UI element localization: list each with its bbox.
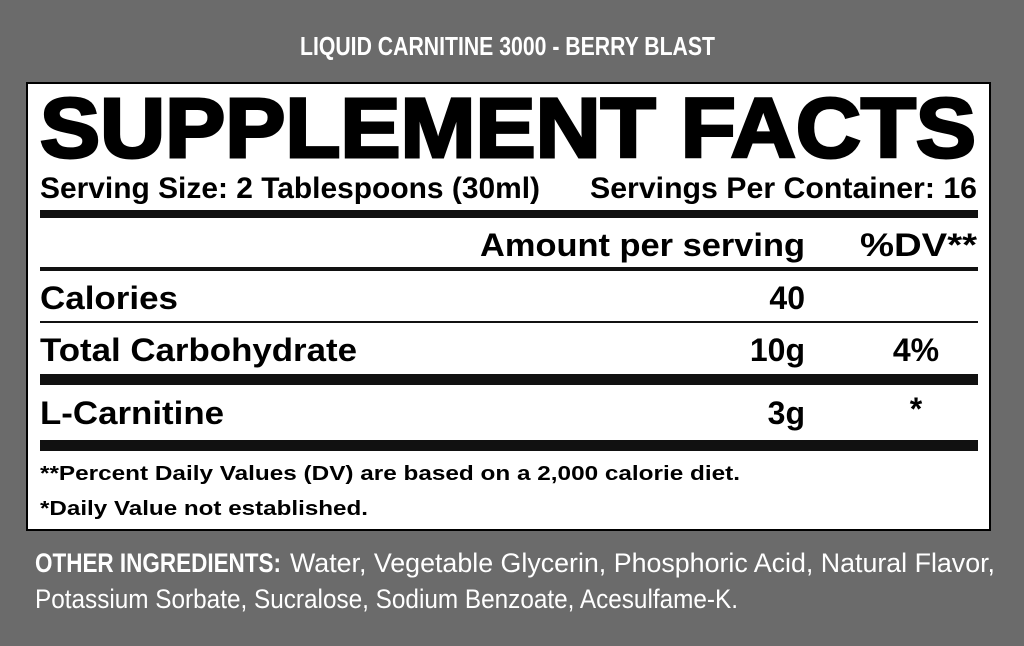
rule — [40, 210, 978, 218]
row-amount: 40 — [769, 280, 805, 316]
ingredients-label: OTHER INGREDIENTS: — [35, 548, 281, 578]
rule — [40, 267, 978, 271]
row-dv: 4% — [893, 332, 939, 368]
footnote: *Daily Value not established. — [40, 498, 368, 520]
dv-header: %DV** — [860, 227, 978, 263]
amount-header: Amount per serving — [480, 227, 805, 263]
row-name: Calories — [40, 280, 178, 316]
panel-heading: SUPPLEMENT FACTS — [40, 81, 976, 175]
row-amount: 3g — [768, 395, 805, 431]
row-amount: 10g — [750, 332, 805, 368]
rule — [40, 440, 978, 451]
facts-panel — [26, 82, 991, 531]
servings-per-container: Servings Per Container: 16 — [590, 172, 977, 205]
rule — [40, 321, 978, 323]
footnote: **Percent Daily Values (DV) are based on… — [40, 463, 740, 485]
ingredients-text: Water, Vegetable Glycerin, Phosphoric Ac… — [290, 548, 995, 578]
rule — [40, 374, 978, 385]
product-title: LIQUID CARNITINE 3000 - BERRY BLAST — [300, 31, 715, 61]
ingredients-text: Potassium Sorbate, Sucralose, Sodium Ben… — [35, 584, 738, 614]
row-name: L-Carnitine — [40, 395, 224, 431]
serving-size: Serving Size: 2 Tablespoons (30ml) — [40, 172, 540, 205]
row-name: Total Carbohydrate — [40, 332, 357, 368]
row-dv: * — [910, 391, 923, 427]
